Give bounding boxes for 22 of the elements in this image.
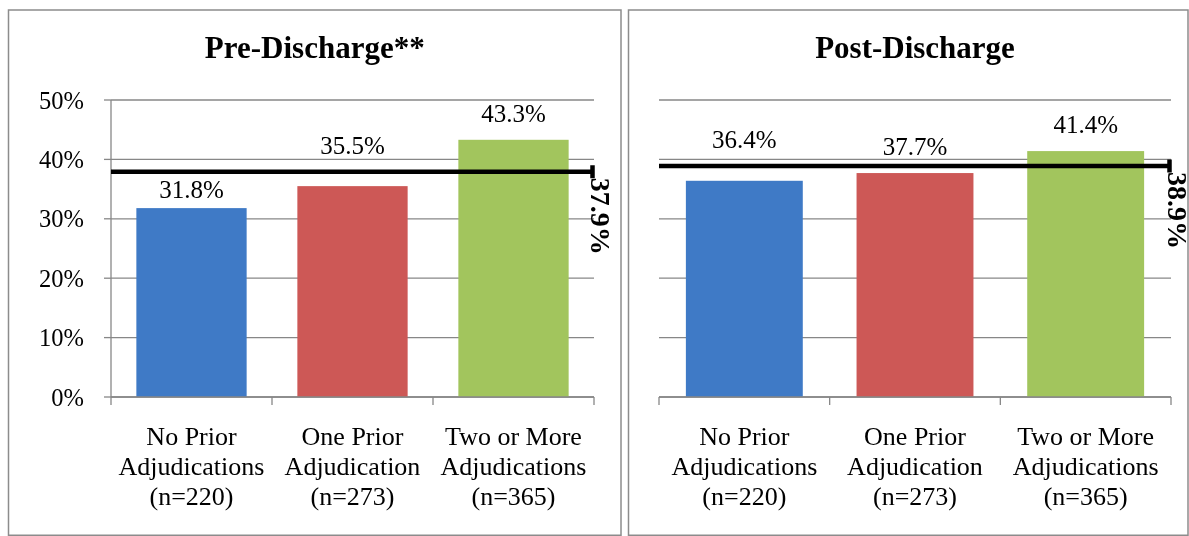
y-tick-label: 0% [51, 383, 84, 411]
y-tick-label: 50% [39, 86, 84, 114]
data-label: 36.4% [712, 125, 777, 153]
legend-label: 38.9% [1161, 171, 1189, 249]
y-tick-label: 10% [39, 324, 84, 352]
data-label: 35.5% [320, 131, 385, 159]
x-tick-label: No Prior Adjudications (n=220) [118, 422, 265, 511]
x-tick-label: Two or More Adjudications (n=365) [440, 422, 587, 511]
x-tick-label: One Prior Adjudication (n=273) [847, 422, 983, 511]
x-tick-label: Two or More Adjudications (n=365) [1012, 422, 1159, 511]
chart-title: Post-Discharge [815, 30, 1015, 65]
legend-label: 37.9% [584, 177, 616, 255]
data-label: 37.7% [882, 133, 948, 161]
y-tick-label: 40% [39, 145, 84, 173]
x-tick-label: One Prior Adjudication (n=273) [284, 422, 421, 511]
data-label: 43.3% [481, 99, 546, 127]
chart-title: Pre-Discharge** [204, 30, 425, 65]
y-tick-label: 20% [39, 264, 84, 292]
data-label: 41.4% [1053, 111, 1118, 139]
data-label: 31.8% [159, 176, 224, 204]
y-tick-label: 30% [39, 205, 84, 233]
x-tick-label: No Prior Adjudications (n=220) [671, 422, 818, 511]
